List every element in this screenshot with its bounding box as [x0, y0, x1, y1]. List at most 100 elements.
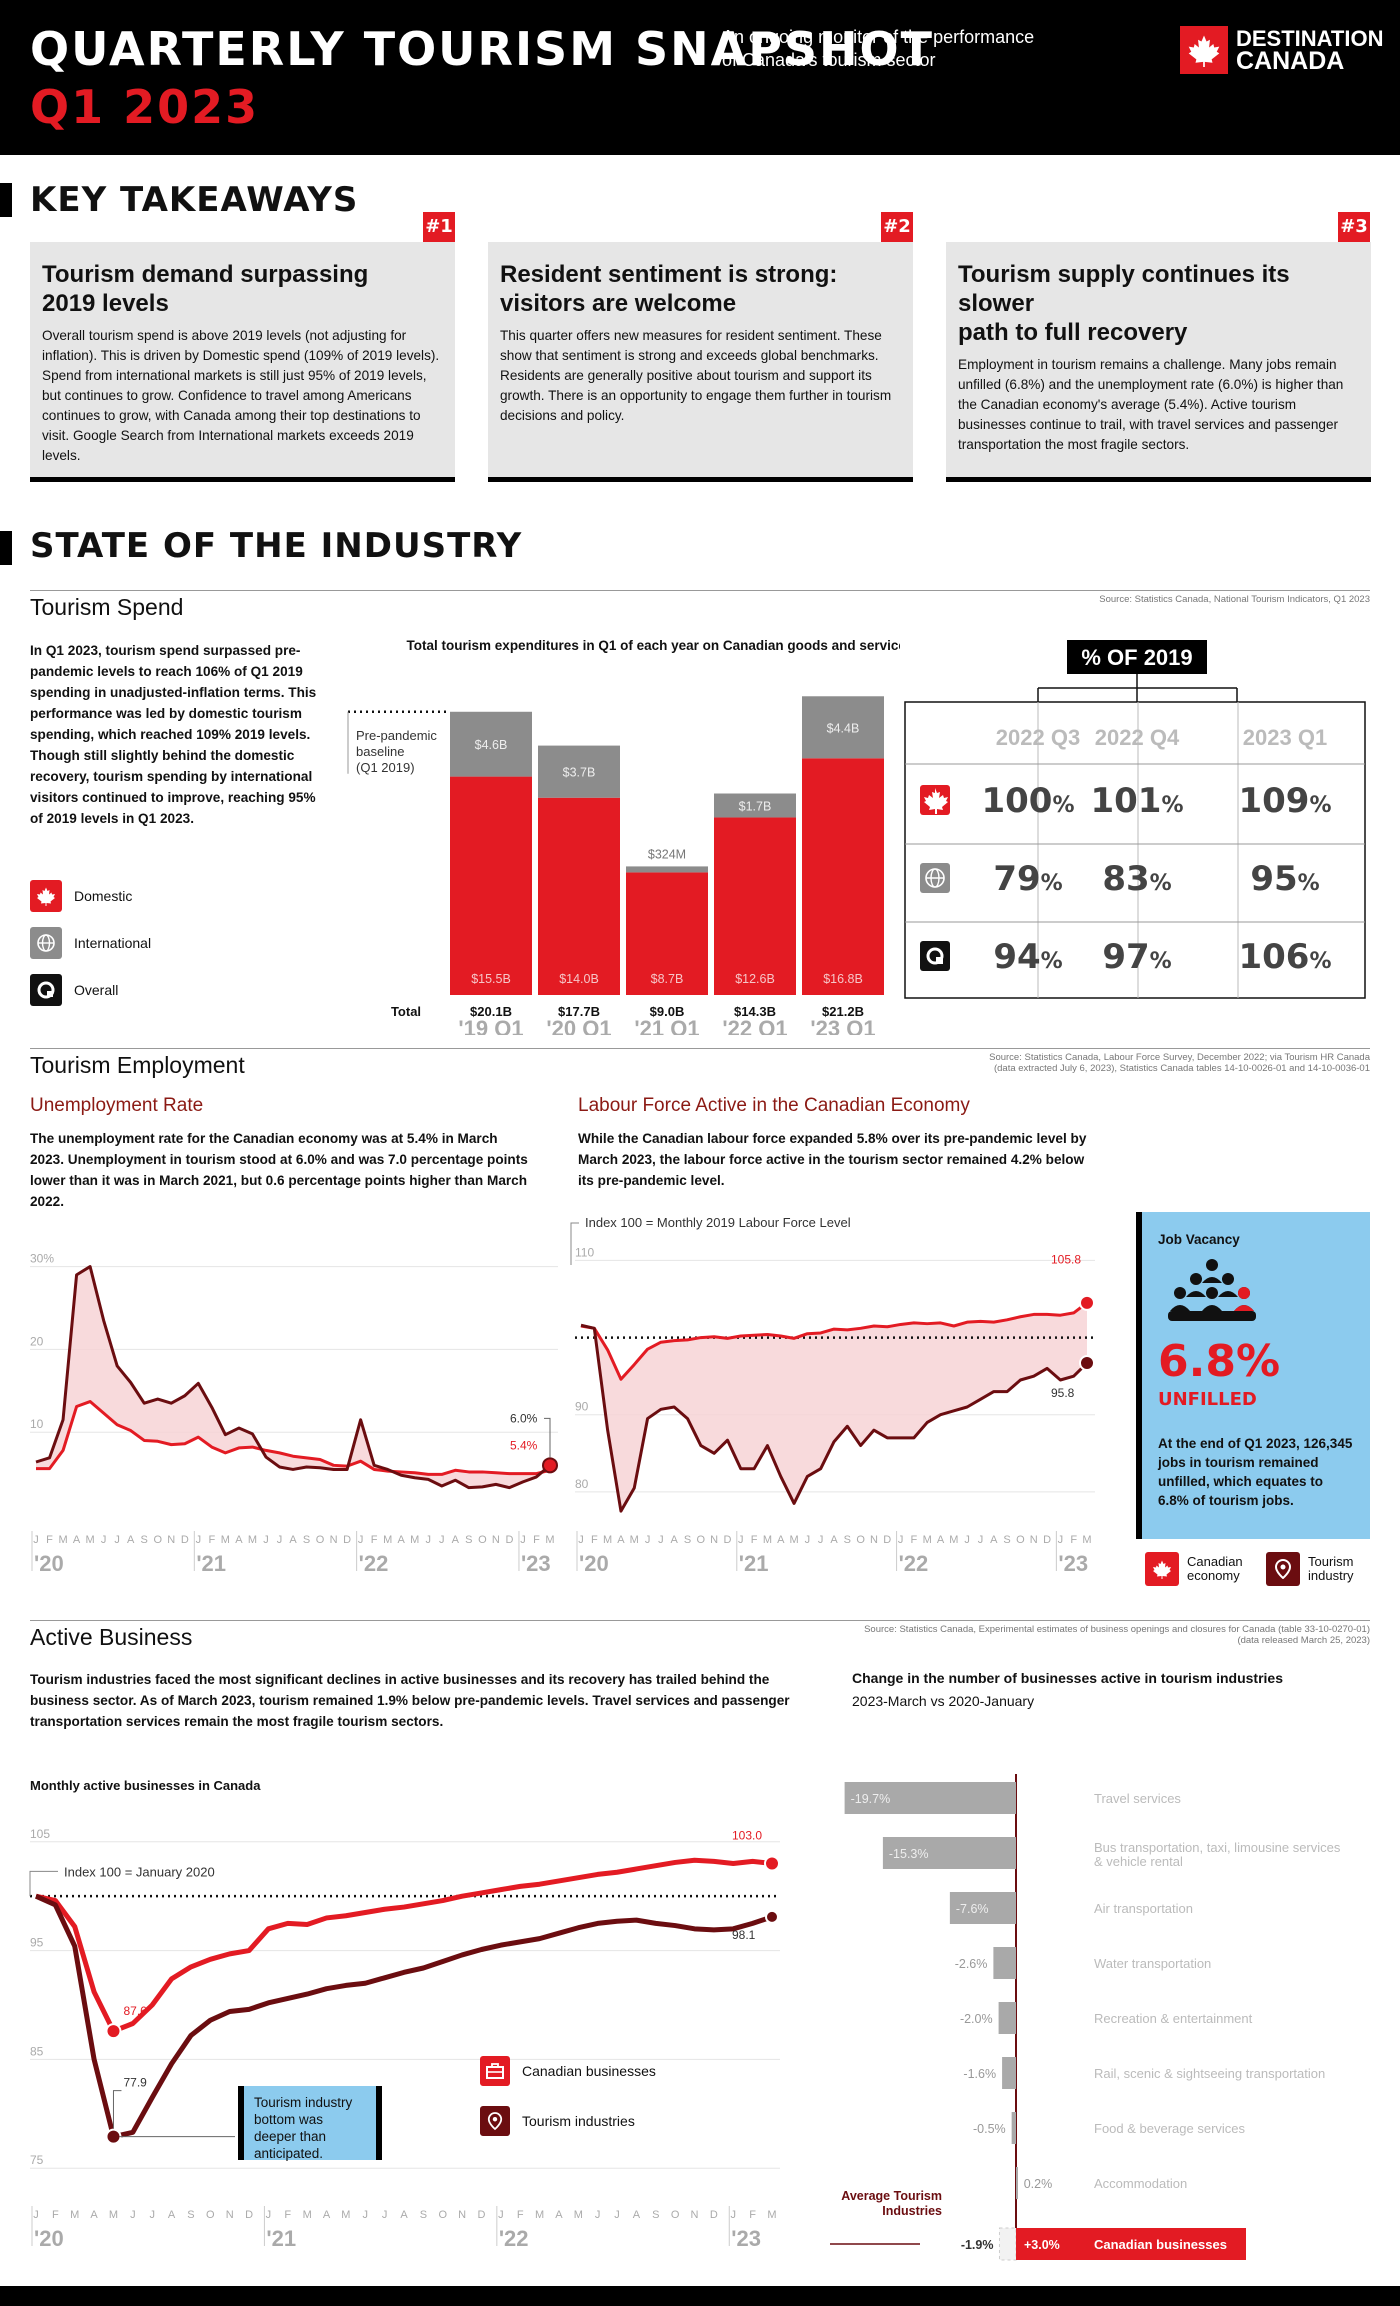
- year-label: '22 Q1: [722, 1016, 787, 1035]
- takeaway-title-2: Resident sentiment is strong: visitors ar…: [500, 261, 838, 317]
- table-title-box: [1067, 640, 1207, 674]
- section-marker: [0, 531, 12, 565]
- maple-leaf-icon: [924, 788, 948, 814]
- category-label: & vehicle rental: [1094, 1854, 1183, 1869]
- legend-tourism-industry: Tourism industry: [1266, 1552, 1368, 1586]
- y-tick-label: 30%: [30, 1252, 54, 1266]
- month-label: D: [477, 2209, 485, 2221]
- legend-canadian-businesses-label: Canadian businesses: [522, 2063, 656, 2079]
- bar-international: [714, 793, 796, 818]
- index-bracket: [29, 1870, 58, 1897]
- month-label: A: [168, 2209, 176, 2221]
- international-label: $324M: [648, 847, 686, 861]
- year-label: '20 Q1: [546, 1016, 611, 1035]
- table-cell-value: 83%: [1102, 859, 1171, 899]
- month-label: J: [114, 1534, 120, 1546]
- labour-title: Labour Force Active in the Canadian Econ…: [578, 1095, 970, 1116]
- month-label: M: [248, 1534, 257, 1546]
- y-tick-label: 80: [575, 1477, 589, 1491]
- month-label: N: [330, 1534, 338, 1546]
- unemployment-title: Unemployment Rate: [30, 1095, 204, 1116]
- month-label: A: [398, 1534, 406, 1546]
- category-label: Recreation & entertainment: [1094, 2011, 1253, 2026]
- spend-source: Source: Statistics Canada, National Tour…: [1099, 594, 1370, 605]
- table-cell-value: 109%: [1238, 781, 1331, 821]
- month-label: M: [341, 2209, 350, 2221]
- index-label: Index 100 = January 2020: [64, 1864, 215, 1879]
- job-vacancy-panel: Job Vacancy 6.8% UNFILLED At the end of …: [1136, 1212, 1370, 1539]
- table-col-header: 2022 Q3: [996, 725, 1080, 750]
- maple-leaf-icon: [30, 880, 62, 912]
- series-line-canada: [580, 1301, 1088, 1381]
- year-label: '20: [34, 1551, 64, 1576]
- takeaway-title-3: Tourism supply continues its slower path …: [958, 261, 1290, 346]
- change-bar: [1002, 2057, 1016, 2089]
- overall-icon: [30, 974, 62, 1006]
- baseline-label: Pre-pandemic: [356, 728, 437, 743]
- map-pin-icon: [1266, 1552, 1300, 1586]
- job-vacancy-text: At the end of Q1 2023, 126,345 jobs in t…: [1158, 1436, 1353, 1508]
- y-tick-label: 110: [575, 1245, 594, 1259]
- month-label: J: [196, 1534, 202, 1546]
- month-label: M: [383, 1534, 392, 1546]
- month-label: J: [978, 1534, 984, 1546]
- canadian-value-label: +3.0%: [1024, 2238, 1060, 2252]
- gap-area: [581, 1302, 1087, 1512]
- international-label: $4.6B: [475, 738, 508, 752]
- month-label: J: [731, 2209, 737, 2221]
- overall-icon: [926, 947, 944, 965]
- change-bar: [998, 2002, 1016, 2034]
- header-banner: QUARTERLY TOURISM SNAPSHOT Q1 2023 An on…: [0, 0, 1400, 155]
- month-label: D: [343, 1534, 351, 1546]
- month-label: F: [749, 2209, 756, 2221]
- month-label: J: [645, 1534, 651, 1546]
- business-title: Active Business: [30, 1624, 193, 1650]
- change-bar: [882, 1837, 1016, 1869]
- month-label: J: [818, 1534, 824, 1546]
- change-chart-subtitle: 2023-March vs 2020-January: [852, 1693, 1035, 1709]
- month-label: J: [382, 2209, 388, 2221]
- spend-bar-chart: Total tourism expenditures in Q1 of each…: [347, 638, 900, 1035]
- legend-tourism-industries: Tourism industries: [480, 2106, 635, 2136]
- month-label: M: [410, 1534, 419, 1546]
- industry-title: STATE OF THE INDUSTRY: [30, 526, 523, 566]
- maple-leaf-icon: [1145, 1552, 1179, 1586]
- y-tick-label: 90: [575, 1400, 589, 1414]
- tagline-line-1: An ongoing monitor of the performance: [722, 27, 1035, 47]
- takeaway-title-1: Tourism demand surpassing 2019 levels: [42, 261, 369, 317]
- job-vacancy-value: 6.8%: [1158, 1336, 1281, 1387]
- legend-canadian-businesses: Canadian businesses: [480, 2056, 656, 2086]
- year-label: '23: [1058, 1551, 1088, 1576]
- month-label: N: [226, 2209, 234, 2221]
- bar-international: [538, 745, 620, 798]
- index-label: Index 100 = Monthly 2019 Labour Force Le…: [585, 1215, 851, 1230]
- bar-domestic: [714, 817, 796, 995]
- month-label: N: [1030, 1534, 1038, 1546]
- month-label: M: [221, 1534, 230, 1546]
- end-label-canada: 5.4%: [510, 1438, 538, 1452]
- month-label: D: [723, 1534, 731, 1546]
- callout-box: Tourism industry bottom was deeper than …: [238, 2086, 382, 2161]
- month-label: J: [805, 1534, 811, 1546]
- month-label: J: [578, 1534, 584, 1546]
- employment-source-2: (data extracted July 6, 2023), Statistic…: [993, 1063, 1370, 1074]
- brand-logo: DESTINATION CANADA: [1180, 26, 1383, 74]
- month-label: A: [90, 2209, 98, 2221]
- section-marker: [0, 183, 12, 217]
- overall-icon-corner: [936, 957, 943, 964]
- month-label: F: [284, 2209, 291, 2221]
- change-value-label: -2.0%: [960, 2012, 993, 2026]
- change-value-label: -0.5%: [973, 2122, 1006, 2136]
- month-label: O: [1016, 1534, 1025, 1546]
- month-label: A: [323, 2209, 331, 2221]
- total-row-label: Total: [391, 1004, 421, 1019]
- month-label: N: [870, 1534, 878, 1546]
- month-label: S: [465, 1534, 472, 1546]
- month-label: F: [46, 1534, 53, 1546]
- month-label: M: [545, 1534, 554, 1546]
- footer-bar: [0, 2286, 1400, 2306]
- takeaway-card-3: Tourism supply continues its slower path …: [946, 242, 1371, 482]
- series-line-tourism: [35, 1265, 551, 1490]
- series-line-tourism: [580, 1323, 1089, 1513]
- month-label: S: [652, 2209, 659, 2221]
